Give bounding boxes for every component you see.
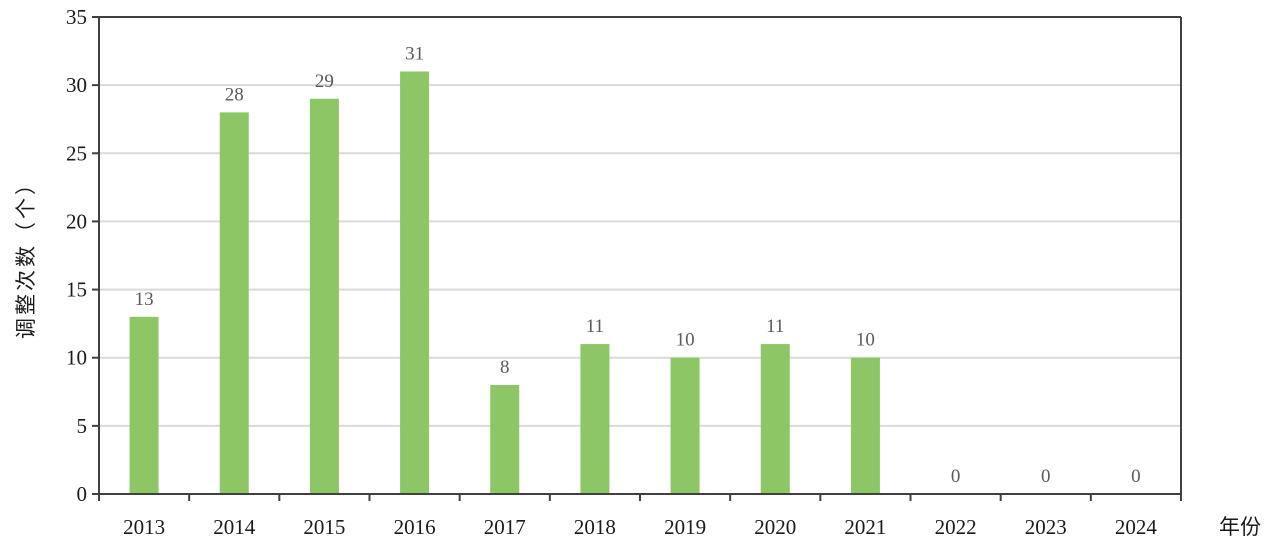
- bar-2014: [219, 112, 249, 495]
- x-tick-label-2023: 2023: [1025, 515, 1067, 539]
- data-label-2016: 31: [405, 44, 424, 65]
- data-label-2013: 13: [135, 289, 154, 310]
- bar-2018: [580, 344, 610, 494]
- x-tick-label-2018: 2018: [574, 515, 616, 539]
- bar-2015: [309, 98, 339, 495]
- x-tick-label-2021: 2021: [844, 515, 886, 539]
- data-label-2015: 29: [315, 71, 334, 92]
- y-tick-label: 0: [77, 482, 88, 506]
- x-tick-label-2013: 2013: [123, 515, 165, 539]
- x-tick-label-2024: 2024: [1115, 515, 1158, 539]
- bar-2021: [850, 357, 880, 494]
- data-label-2022: 0: [951, 466, 961, 487]
- x-tick-label-2020: 2020: [754, 515, 796, 539]
- data-label-2021: 10: [856, 330, 875, 351]
- bar-2017: [490, 384, 520, 494]
- data-label-2017: 8: [500, 357, 510, 378]
- x-tick-label-2016: 2016: [394, 515, 436, 539]
- y-tick-label: 30: [66, 73, 87, 97]
- bars: [129, 71, 880, 495]
- data-label-2014: 28: [225, 84, 244, 105]
- y-tick-label: 5: [77, 414, 88, 438]
- bar-2016: [400, 71, 430, 494]
- data-label-2023: 0: [1041, 466, 1051, 487]
- y-axis-title: 调整次数（个）: [14, 171, 38, 339]
- y-tick-label: 25: [66, 141, 87, 165]
- bar-2013: [129, 316, 159, 494]
- x-tick-label-2019: 2019: [664, 515, 706, 539]
- data-label-2018: 11: [586, 316, 604, 337]
- x-tick-label-2015: 2015: [303, 515, 345, 539]
- data-label-2019: 10: [676, 330, 695, 351]
- bar-2019: [670, 357, 700, 494]
- grid-lines: [99, 84, 1181, 427]
- x-tick-label-2014: 2014: [213, 515, 256, 539]
- x-tick-label-2017: 2017: [484, 515, 526, 539]
- x-axis-title: 年份: [1219, 515, 1261, 539]
- data-label-2024: 0: [1131, 466, 1141, 487]
- y-tick-label: 35: [66, 5, 87, 29]
- data-labels: 13 28 29 31 8 11 10 11 10 0 0 0: [135, 44, 1141, 487]
- x-tick-labels: 2013 2014 2015 2016 2017 2018 2019 2020 2021 2022…: [123, 515, 1157, 539]
- axes: [92, 16, 1182, 501]
- y-tick-label: 10: [66, 346, 87, 370]
- y-tick-label: 20: [66, 209, 87, 233]
- x-tick-label-2022: 2022: [935, 515, 977, 539]
- data-label-2020: 11: [766, 316, 784, 337]
- bar-2020: [760, 344, 790, 494]
- y-tick-labels: 0 5 10 15 20 25 30 35: [66, 5, 87, 506]
- y-tick-label: 15: [66, 278, 87, 302]
